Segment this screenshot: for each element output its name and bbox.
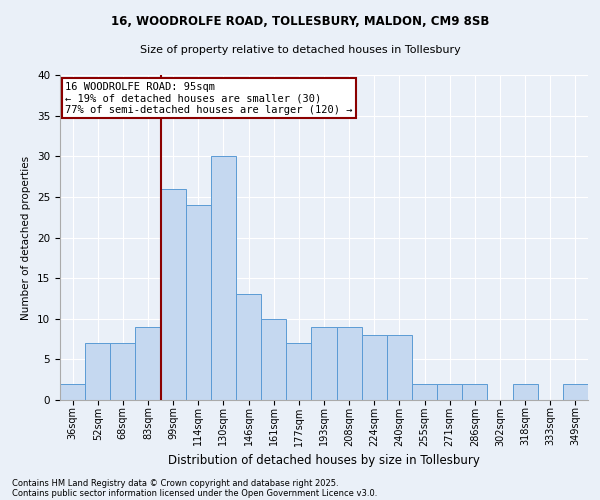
Text: 16 WOODROLFE ROAD: 95sqm
← 19% of detached houses are smaller (30)
77% of semi-d: 16 WOODROLFE ROAD: 95sqm ← 19% of detach… <box>65 82 353 114</box>
Text: Contains HM Land Registry data © Crown copyright and database right 2025.: Contains HM Land Registry data © Crown c… <box>12 478 338 488</box>
Bar <box>311 327 337 400</box>
Bar <box>136 327 161 400</box>
Bar <box>261 319 286 400</box>
Bar <box>85 343 110 400</box>
Bar <box>462 384 487 400</box>
Bar <box>412 384 437 400</box>
Bar <box>337 327 362 400</box>
Bar <box>211 156 236 400</box>
Bar <box>161 189 186 400</box>
X-axis label: Distribution of detached houses by size in Tollesbury: Distribution of detached houses by size … <box>168 454 480 467</box>
Bar <box>186 205 211 400</box>
Y-axis label: Number of detached properties: Number of detached properties <box>22 156 31 320</box>
Bar <box>60 384 85 400</box>
Bar <box>236 294 261 400</box>
Bar <box>437 384 462 400</box>
Bar <box>110 343 136 400</box>
Bar <box>286 343 311 400</box>
Bar <box>512 384 538 400</box>
Text: 16, WOODROLFE ROAD, TOLLESBURY, MALDON, CM9 8SB: 16, WOODROLFE ROAD, TOLLESBURY, MALDON, … <box>111 15 489 28</box>
Text: Size of property relative to detached houses in Tollesbury: Size of property relative to detached ho… <box>140 45 460 55</box>
Bar <box>362 335 387 400</box>
Text: Contains public sector information licensed under the Open Government Licence v3: Contains public sector information licen… <box>12 488 377 498</box>
Bar <box>387 335 412 400</box>
Bar <box>563 384 588 400</box>
